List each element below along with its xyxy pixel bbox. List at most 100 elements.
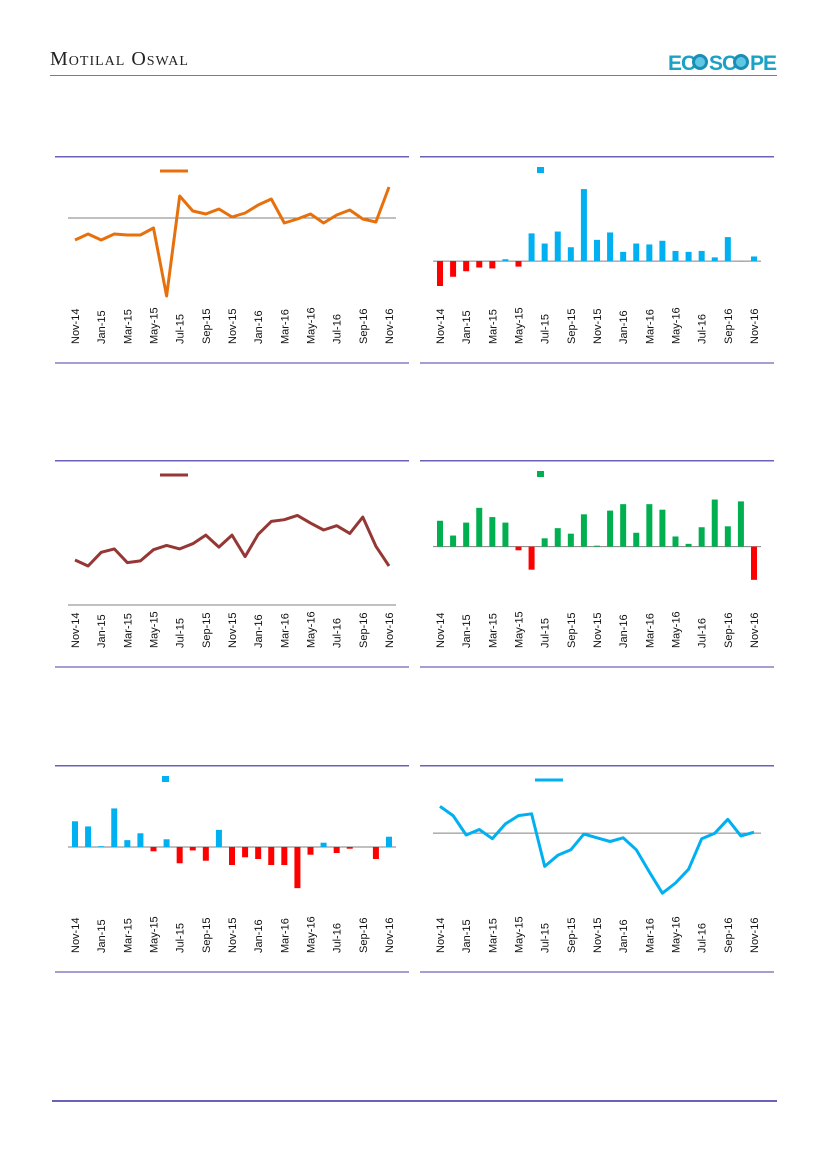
chart-4-bar [528,546,535,570]
brand-name: Motilal Oswal [50,48,189,70]
chart-2-bar [567,247,574,262]
chart-1-tick-label: Nov-16 [384,309,396,344]
chart-panel-6: Nov-14 Jan-15 Mar-15 May-15 Jul-15 Sep-15 Nov-… [420,765,774,973]
chart-5-tick-label: Mar-15 [122,918,134,953]
chart-1-tick-label: Jul-15 [175,314,187,344]
chart-2-bar [620,251,627,262]
chart-3-tick-label: May-15 [149,611,161,648]
chart-4-tick-label: Jan-15 [461,614,473,648]
chart-5-bar [72,821,78,847]
chart-2-tick-label: Jan-16 [618,310,630,344]
chart-4-bar [476,507,483,547]
chart-5-top-border [55,765,409,767]
chart-3-tick-label: Nov-15 [227,613,239,648]
svg-text:SC: SC [709,52,737,74]
chart-4-tick-label: Nov-14 [435,613,447,648]
chart-2-bar [711,257,718,262]
svg-text:PE: PE [750,52,777,74]
chart-4-tick-label: Nov-16 [749,613,761,648]
chart-6-tick-label: Nov-16 [749,918,761,953]
chart-5-bar [85,826,92,847]
chart-4-bar [437,520,443,547]
chart-3-tick-label: Jan-15 [96,614,108,648]
chart-2-tick-label: Mar-16 [644,309,656,344]
chart-3-tick-label: Mar-16 [279,613,291,648]
chart-6-tick-label: Sep-16 [723,918,735,953]
chart-1-series-line [74,186,391,298]
chart-6-series-line [439,805,755,895]
chart-5-bar [307,847,314,855]
chart-panel-1: Nov-14 Jan-15 Mar-15 May-15 Jul-15 Sep-15 Nov-… [55,156,409,364]
chart-3-tick-label: Jan-16 [253,614,265,648]
chart-4-bar [580,514,587,547]
chart-5-bar [189,847,196,851]
chart-4-tick-label: Jul-15 [540,618,552,648]
chart-4-tick-label: Mar-16 [644,613,656,648]
chart-4-bar [502,522,509,547]
chart-2-bar [489,261,496,269]
chart-1-tick-label: May-15 [149,307,161,344]
chart-1-bottom-border [55,362,409,364]
chart-5-bar [176,847,183,864]
chart-4-bottom-border [420,666,774,668]
chart-5-tick-label: May-15 [149,916,161,953]
chart-4-bar [737,501,744,547]
chart-4-tick-label: Mar-15 [487,613,499,648]
chart-2-bar [463,261,470,272]
chart-2-tick-label: Sep-16 [723,309,735,344]
chart-2-bar [698,250,705,262]
chart-2-tick-label: Nov-15 [592,309,604,344]
chart-5-tick-label: Jul-16 [332,923,344,953]
chart-2-tick-label: Jul-16 [697,314,709,344]
chart-4-bar [515,546,522,551]
chart-4-tick-label: Nov-15 [592,613,604,648]
chart-3-svg: Nov-14 Jan-15 Mar-15 May-15 Jul-15 Sep-15 Nov-… [55,460,409,668]
chart-2-bar [672,250,679,262]
chart-5-bar [320,842,327,847]
chart-3-bottom-border [55,666,409,668]
chart-4-bar [751,546,757,580]
chart-panel-3: Nov-14 Jan-15 Mar-15 May-15 Jul-15 Sep-15 Nov-… [55,460,409,668]
ecoscope-logo: EC SC PE [668,52,778,74]
chart-6-tick-label: Sep-15 [566,918,578,953]
chart-6-tick-label: Jul-16 [697,923,709,953]
chart-5-bar [346,847,353,849]
chart-5-bar [124,840,131,847]
chart-3-top-border [55,460,409,462]
chart-2-bar [646,244,653,262]
chart-4-tick-label: Jul-16 [697,618,709,648]
chart-5-tick-label: Sep-15 [201,918,213,953]
chart-1-tick-label: Nov-14 [70,309,82,344]
chart-4-bar [450,535,457,547]
chart-1-tick-label: Sep-16 [358,309,370,344]
svg-text:EC: EC [668,52,696,74]
chart-4-bar [646,504,653,547]
chart-2-bar [751,256,757,262]
chart-2-bar [607,232,614,262]
chart-5-bar [163,839,170,847]
chart-6-tick-label: Mar-15 [487,918,499,953]
chart-4-svg: Nov-14 Jan-15 Mar-15 May-15 Jul-15 Sep-15 Nov-… [420,460,774,668]
chart-4-bar [489,517,496,547]
chart-5-legend-marker [162,776,169,782]
chart-4-tick-label: May-15 [514,611,526,648]
chart-2-tick-label: May-15 [514,307,526,344]
chart-4-bar [633,532,640,547]
chart-5-bar [333,847,340,853]
chart-1-tick-label: Nov-15 [227,309,239,344]
chart-4-bar [567,533,574,547]
chart-3-tick-label: Jul-15 [175,618,187,648]
chart-2-bar [476,261,483,268]
chart-5-bar [386,836,392,847]
chart-2-bar [541,243,548,262]
chart-3-tick-label: May-16 [306,611,318,648]
chart-1-tick-label: Sep-15 [201,309,213,344]
chart-1-tick-label: Jan-16 [253,310,265,344]
header-rule [50,75,777,76]
chart-5-bottom-border [55,971,409,973]
chart-2-bar [502,259,509,262]
chart-5-bar [372,847,379,859]
chart-4-bar [607,510,614,547]
chart-5-bar [255,847,262,859]
chart-5-bar [137,833,144,847]
